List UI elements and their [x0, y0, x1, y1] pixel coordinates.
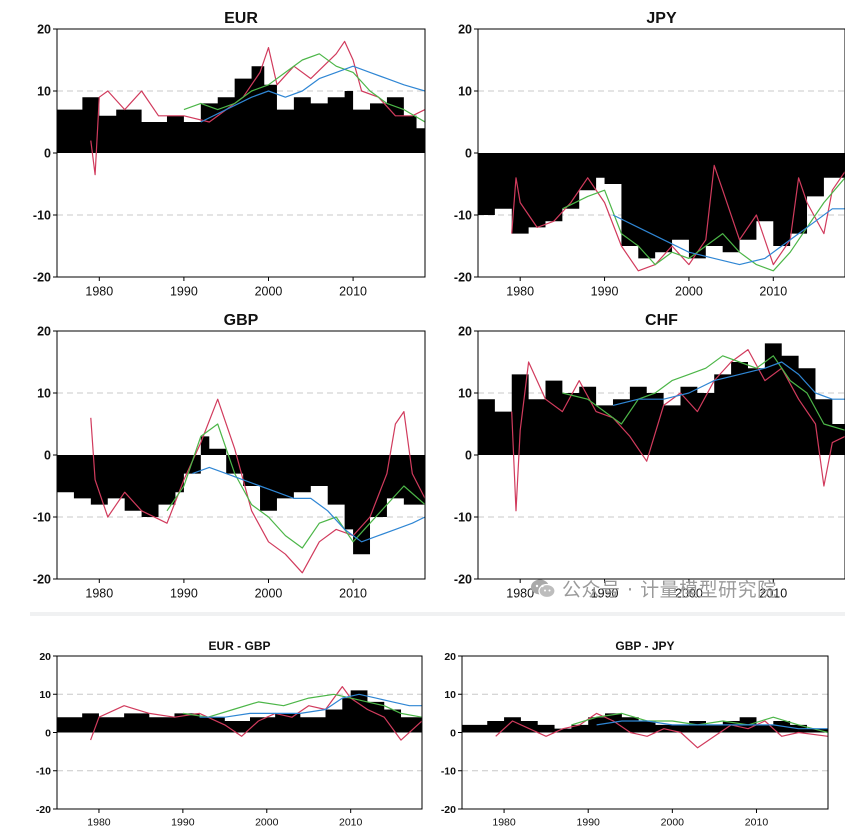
y-tick-label: 10: [458, 85, 472, 99]
y-tick-label: 0: [465, 449, 472, 463]
y-tick-label: -10: [36, 766, 51, 778]
panel-eur-gbp: -20 -10 0 10 20 1980 1990 2000 2010 EUR - GBP: [36, 639, 423, 829]
area-black: [57, 66, 425, 153]
y-tick-label: 0: [45, 727, 51, 739]
series-line-2: [562, 355, 845, 431]
x-tick-label: 2010: [339, 817, 363, 829]
chart-title: JPY: [646, 10, 677, 27]
y-tick-label: 0: [44, 147, 51, 161]
y-tick-label: -20: [36, 804, 51, 816]
y-tick-label: 10: [458, 387, 472, 401]
panel-gbp: -20 -10 0 10 20 1980 1990 2000 2010 GBP: [33, 312, 426, 601]
y-tick-label: 20: [444, 651, 456, 663]
x-tick-label: 2010: [339, 285, 367, 299]
x-tick-label: 2000: [675, 587, 703, 601]
x-tick-label: 2000: [255, 587, 283, 601]
y-tick-label: -20: [454, 573, 472, 587]
chart-title: EUR: [224, 10, 258, 27]
y-tick-label: 0: [44, 449, 51, 463]
x-tick-label: 1990: [591, 587, 619, 601]
x-tick-label: 1990: [591, 285, 619, 299]
x-tick-label: 1990: [170, 285, 198, 299]
x-tick-label: 1980: [506, 587, 534, 601]
panel-jpy: -20 -10 0 10 20 1980 1990 2000 2010 JPY: [454, 10, 845, 299]
x-tick-label: 2010: [339, 587, 367, 601]
series-line-3: [192, 466, 425, 543]
y-tick-label: 20: [37, 325, 51, 339]
series-line-1: [90, 40, 425, 176]
y-tick-label: 20: [458, 23, 472, 37]
y-tick-label: 10: [37, 85, 51, 99]
x-tick-label: 1980: [85, 285, 113, 299]
area-black: [57, 690, 422, 733]
series-line-2: [182, 693, 422, 718]
y-tick-label: -20: [33, 271, 51, 285]
x-tick-label: 2010: [745, 817, 769, 829]
x-tick-label: 1990: [170, 587, 198, 601]
y-tick-label: 10: [37, 387, 51, 401]
y-tick-label: 20: [458, 325, 472, 339]
series-line-3: [612, 361, 845, 406]
x-tick-label: 1990: [171, 817, 195, 829]
panel-gbp-jpy: -20 -10 0 10 20 1980 1990 2000 2010 GBP - JPY: [441, 639, 829, 829]
y-tick-label: 10: [39, 689, 51, 701]
series-line-2: [166, 423, 425, 549]
chart-title: EUR - GBP: [208, 639, 270, 653]
series-line-1: [495, 712, 828, 749]
series-line-2: [183, 53, 425, 123]
y-tick-label: -10: [454, 511, 472, 525]
y-tick-label: -10: [454, 209, 472, 223]
x-tick-label: 2010: [759, 587, 787, 601]
section-divider: [30, 612, 845, 616]
series-line-3: [200, 65, 425, 123]
watermark-text: 公众号 · 计量模型研究院: [562, 579, 777, 601]
x-tick-label: 1980: [87, 817, 111, 829]
area-black: [478, 153, 845, 259]
chart-title: CHF: [645, 312, 678, 329]
y-tick-label: -10: [33, 511, 51, 525]
chart-title: GBP: [224, 312, 259, 329]
x-tick-label: 1980: [85, 587, 113, 601]
series-line-3: [596, 720, 828, 730]
x-tick-label: 2000: [255, 285, 283, 299]
y-tick-label: 20: [39, 651, 51, 663]
x-tick-label: 1980: [506, 285, 534, 299]
x-tick-label: 2000: [675, 285, 703, 299]
y-tick-label: -20: [33, 573, 51, 587]
x-tick-label: 2010: [759, 285, 787, 299]
area-black: [462, 713, 828, 733]
y-tick-label: 20: [37, 23, 51, 37]
y-tick-label: 0: [465, 147, 472, 161]
series-line-3: [612, 208, 845, 266]
y-tick-label: 0: [450, 727, 456, 739]
y-tick-label: -10: [33, 209, 51, 223]
watermark: 公众号 · 计量模型研究院: [530, 575, 777, 602]
y-tick-label: -10: [441, 766, 456, 778]
panel-eur: -20 -10 0 10 20 1980 1990 2000 2010 EUR: [33, 10, 426, 299]
y-tick-label: 10: [444, 689, 456, 701]
series-line-2: [562, 177, 845, 272]
series-line-1: [511, 164, 845, 272]
y-tick-label: -20: [454, 271, 472, 285]
series-line-1: [90, 398, 425, 574]
x-tick-label: 2000: [661, 817, 685, 829]
y-tick-label: -20: [441, 804, 456, 816]
x-tick-label: 1990: [577, 817, 601, 829]
chart-title: GBP - JPY: [615, 639, 674, 653]
x-tick-label: 2000: [255, 817, 279, 829]
panel-chf: -20 -10 0 10 20 1980 1990 2000 2010 CHF: [454, 312, 845, 601]
wechat-icon: [531, 579, 556, 598]
area-black: [57, 436, 425, 555]
series-line-1: [511, 349, 845, 512]
x-tick-label: 1980: [492, 817, 516, 829]
series-line-3: [199, 693, 422, 718]
